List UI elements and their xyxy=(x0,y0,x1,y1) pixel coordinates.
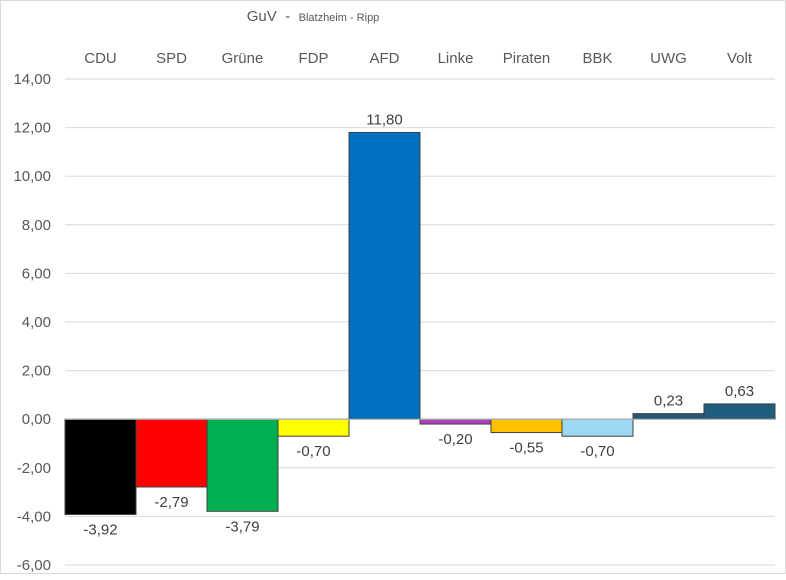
y-tick-label: 10,00 xyxy=(13,168,51,185)
data-labels: -3,92 -2,79 -3,79 -0,70 11,80 -0,20 -0,55 -0,70… xyxy=(83,111,754,538)
chart-title-separator: - xyxy=(285,8,290,25)
chart-title: GuV - Blatzheim - Ripp xyxy=(247,8,380,25)
y-tick-label: -4,00 xyxy=(17,508,51,525)
bar-piraten xyxy=(490,418,563,434)
data-label: -0,20 xyxy=(438,431,472,448)
bar-grüne xyxy=(206,418,279,512)
data-label: -3,92 xyxy=(83,521,117,538)
y-tick-label: 12,00 xyxy=(13,120,51,137)
y-tick-label: 14,00 xyxy=(13,71,51,88)
bar-spd xyxy=(135,418,208,488)
y-axis-labels: -6,00 -4,00 -2,00 0,00 2,00 4,00 6,00 8,00 10,00… xyxy=(13,71,51,574)
category-label: Piraten xyxy=(503,50,551,67)
category-label: Volt xyxy=(727,50,753,67)
data-label: 0,63 xyxy=(725,383,754,400)
data-label: 11,80 xyxy=(366,111,402,128)
bar-linke xyxy=(419,418,492,425)
bar-cdu xyxy=(64,418,137,515)
y-tick-label: 0,00 xyxy=(22,411,51,428)
category-label: BBK xyxy=(582,50,612,67)
data-label: -0,70 xyxy=(296,443,330,460)
y-tick-label: -6,00 xyxy=(17,557,51,574)
data-label: -0,55 xyxy=(509,440,543,457)
chart-title-main: GuV xyxy=(247,8,277,25)
y-tick-label: 2,00 xyxy=(22,363,51,380)
y-tick-label: -2,00 xyxy=(17,460,51,477)
bar-volt xyxy=(703,403,776,420)
data-label: 0,23 xyxy=(654,393,683,410)
category-label: FDP xyxy=(299,50,329,67)
y-tick-label: 4,00 xyxy=(22,314,51,331)
category-label: UWG xyxy=(650,50,687,67)
y-tick-label: 8,00 xyxy=(22,217,51,234)
data-label: -0,70 xyxy=(580,443,614,460)
category-label: SPD xyxy=(156,50,187,67)
data-label: -3,79 xyxy=(225,518,259,535)
bars xyxy=(64,131,776,515)
category-label: CDU xyxy=(84,50,117,67)
category-labels: CDU SPD Grüne FDP AFD Linke Piraten BBK UWG Volt xyxy=(84,50,753,67)
chart-subtitle: Blatzheim - Ripp xyxy=(299,12,380,24)
y-tick-label: 6,00 xyxy=(22,265,51,282)
bar-afd xyxy=(348,131,421,420)
bar-fdp xyxy=(277,418,350,437)
data-label: -2,79 xyxy=(154,494,188,511)
category-label: AFD xyxy=(370,50,400,67)
bar-bbk xyxy=(561,418,634,437)
bar-uwg xyxy=(632,413,705,420)
category-label: Linke xyxy=(438,50,474,67)
category-label: Grüne xyxy=(222,50,264,67)
